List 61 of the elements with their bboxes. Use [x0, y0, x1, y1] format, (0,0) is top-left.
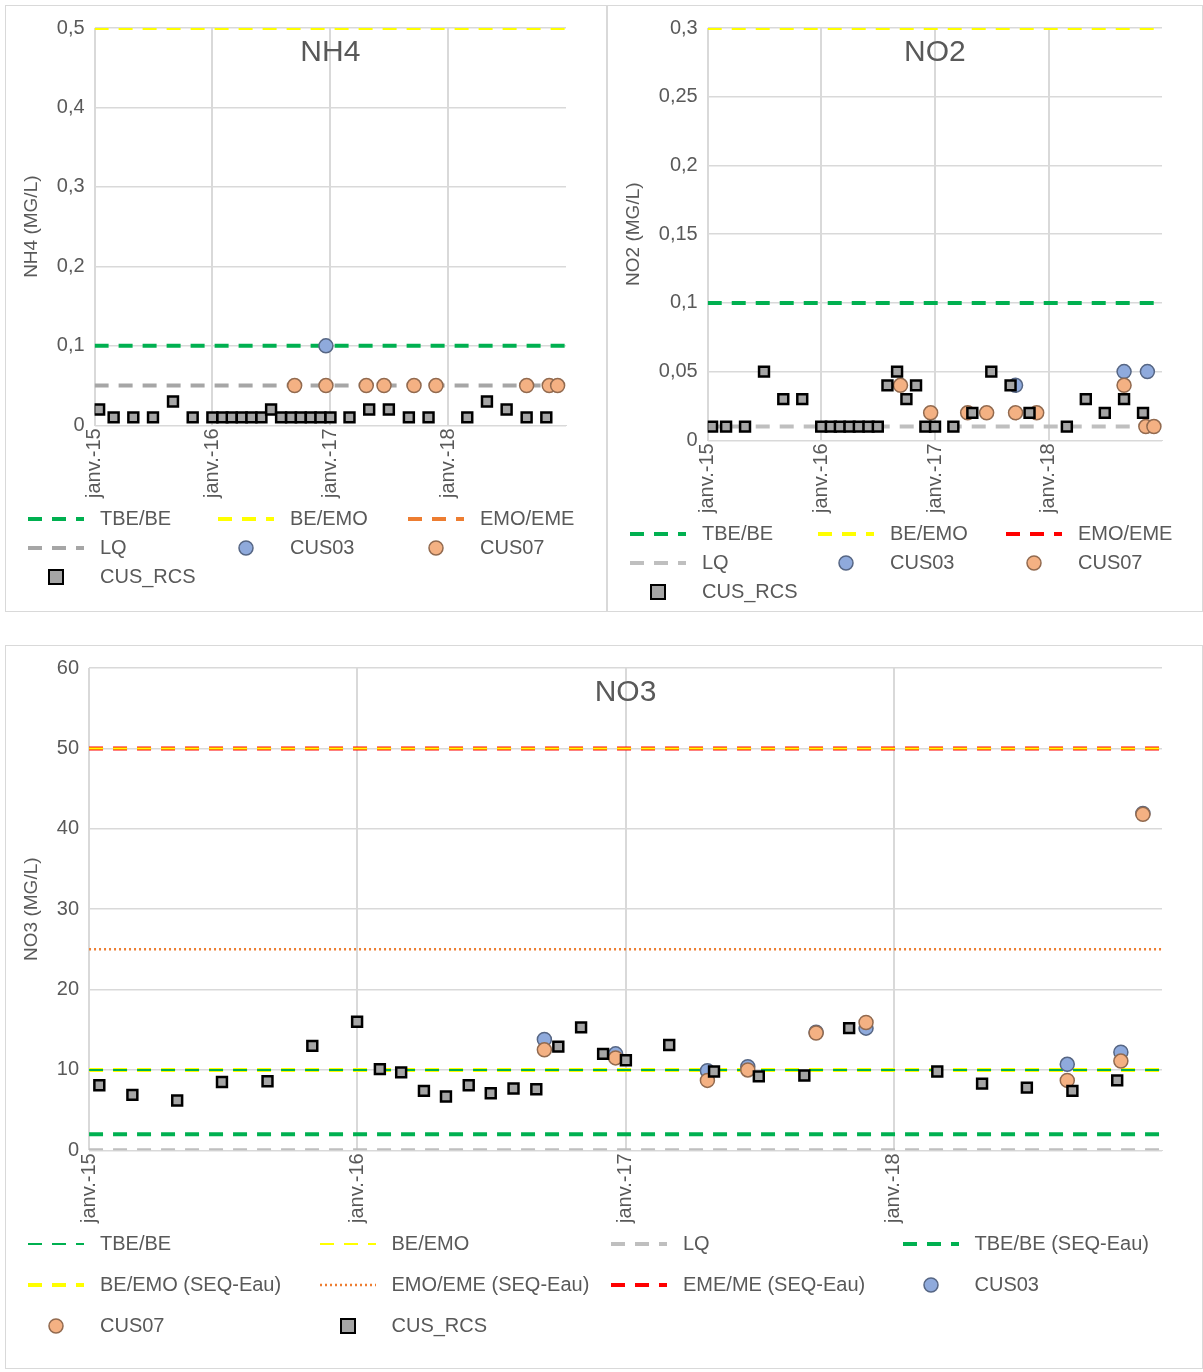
- legend-label: CUS_RCS: [391, 1314, 488, 1337]
- legend-label: CUS03: [974, 1273, 1039, 1296]
- x-tick-label: janv.-17: [922, 443, 945, 514]
- y-tick-label: 0,4: [56, 94, 85, 117]
- legend-label: LQ: [702, 551, 729, 574]
- x-tick-label: janv.-17: [613, 1153, 636, 1224]
- legend-label: CUS03: [890, 551, 955, 574]
- x-tick-label: janv.-16: [199, 428, 222, 499]
- legend-label: BE/EMO: [890, 522, 968, 545]
- y-tick-label: 0,1: [669, 290, 698, 313]
- y-tick-label: 0: [73, 412, 85, 435]
- y-tick-label: 50: [56, 735, 80, 758]
- y-tick-label: 10: [56, 1057, 80, 1080]
- y-tick-label: 0,3: [56, 174, 85, 197]
- y-tick-label: 0,15: [658, 221, 698, 244]
- y-tick-label: 0,25: [658, 84, 698, 107]
- y-tick-label: 0,3: [669, 15, 698, 38]
- legend-label: EMO/EME: [480, 507, 575, 530]
- y-tick-label: 0,05: [658, 359, 698, 382]
- y-tick-label: 40: [56, 816, 80, 839]
- legend-label: LQ: [100, 536, 127, 559]
- y-axis-title: NH4 (MG/L): [19, 175, 41, 278]
- x-tick-label: janv.-15: [82, 428, 105, 499]
- legend-label: TBE/BE: [100, 1232, 172, 1255]
- x-tick-label: janv.-18: [435, 428, 458, 499]
- y-tick-label: 60: [56, 655, 80, 678]
- legend-label: EMO/EME: [1078, 522, 1173, 545]
- legend-label: BE/EMO (SEQ-Eau): [100, 1273, 282, 1296]
- y-tick-label: 0: [686, 427, 698, 450]
- legend-label: CUS_RCS: [702, 580, 798, 603]
- legend-label: EMO/EME (SEQ-Eau): [391, 1273, 590, 1296]
- y-tick-label: 0,2: [669, 152, 698, 175]
- chart-title: NO2: [904, 34, 966, 68]
- y-tick-label: 20: [56, 977, 80, 1000]
- legend-label: CUS07: [1078, 551, 1143, 574]
- x-tick-label: janv.-18: [881, 1153, 904, 1224]
- x-tick-label: janv.-16: [808, 443, 831, 514]
- legend-label: TBE/BE: [100, 507, 172, 530]
- legend-label: BE/EMO: [391, 1232, 470, 1255]
- y-tick-label: 0,1: [56, 333, 85, 356]
- legend-label: TBE/BE (SEQ-Eau): [974, 1232, 1149, 1255]
- y-axis-title: NO3 (MG/L): [19, 857, 41, 961]
- legend-label: CUS_RCS: [100, 565, 196, 588]
- chart-title: NH4: [300, 34, 361, 68]
- y-tick-label: 30: [56, 896, 80, 919]
- chart-title: NO3: [594, 674, 657, 708]
- legend-label: TBE/BE: [702, 522, 774, 545]
- x-tick-label: janv.-18: [1036, 443, 1059, 514]
- x-tick-label: janv.-15: [695, 443, 718, 514]
- legend-label: CUS07: [480, 536, 545, 559]
- x-tick-label: janv.-16: [344, 1153, 367, 1224]
- legend-label: LQ: [683, 1232, 710, 1255]
- legend-label: CUS03: [290, 536, 355, 559]
- y-tick-label: 0: [67, 1137, 80, 1160]
- y-tick-label: 0,2: [56, 253, 85, 276]
- legend-label: BE/EMO: [290, 507, 368, 530]
- legend-label: CUS07: [100, 1314, 165, 1337]
- legend-label: EME/ME (SEQ-Eau): [683, 1273, 866, 1296]
- y-axis-title: NO2 (MG/L): [621, 182, 643, 286]
- x-tick-label: janv.-17: [317, 428, 340, 499]
- y-tick-label: 0,5: [56, 15, 85, 38]
